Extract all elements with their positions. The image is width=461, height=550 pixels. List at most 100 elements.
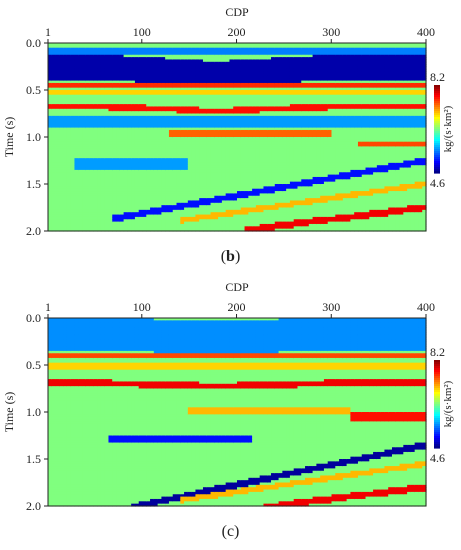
heatmap-cell [119, 71, 125, 75]
heatmap-cell [116, 106, 121, 110]
heatmap-cell [202, 82, 208, 86]
heatmap-cell [218, 120, 223, 124]
heatmap-cell [263, 146, 268, 150]
heatmap-cell [225, 184, 231, 187]
heatmap-cell [244, 169, 249, 173]
heatmap-cell [206, 122, 212, 126]
heatmap-cell [48, 200, 53, 204]
heatmap-cell [108, 226, 113, 230]
heatmap-cell [134, 122, 140, 126]
heatmap-cell [70, 198, 76, 202]
heatmap-cell [142, 207, 147, 211]
heatmap-cell [127, 226, 132, 230]
heatmap-cell [218, 99, 223, 103]
heatmap-cell [248, 193, 253, 197]
heatmap-cell [70, 209, 76, 213]
heatmap-cell [108, 214, 113, 218]
heatmap-cell [195, 162, 200, 166]
heatmap-cell [221, 104, 227, 108]
heatmap-cell [168, 113, 174, 117]
heatmap-cell [199, 125, 204, 129]
heatmap-cell [199, 120, 204, 124]
heatmap-cell [134, 113, 140, 117]
heatmap-cell [66, 47, 72, 51]
heatmap-cell [172, 129, 178, 133]
heatmap-cell [229, 221, 234, 225]
heatmap-cell [172, 118, 178, 122]
heatmap-cell [244, 186, 249, 190]
heatmap-cell [165, 87, 170, 91]
heatmap-cell [225, 61, 231, 65]
heatmap-cell [78, 219, 83, 223]
heatmap-cell [233, 151, 238, 155]
heatmap-cell [218, 226, 223, 230]
heatmap-cell [210, 219, 215, 223]
heatmap-cell [104, 90, 110, 93]
heatmap-cell [259, 151, 265, 155]
heatmap-cell [229, 57, 234, 61]
heatmap-cell [252, 43, 257, 46]
heatmap-cell [51, 85, 57, 89]
heatmap-cell [206, 115, 212, 119]
heatmap-cell [168, 82, 174, 86]
heatmap-cell [89, 54, 94, 58]
heatmap-cell [187, 71, 193, 75]
heatmap-cell [255, 115, 261, 119]
heatmap-cell [123, 186, 128, 190]
heatmap-cell [195, 191, 200, 194]
heatmap-cell [138, 155, 144, 159]
heatmap-cell [134, 153, 140, 157]
heatmap-cell [282, 52, 287, 56]
heatmap-cell [187, 162, 193, 166]
heatmap-cell [202, 216, 208, 220]
heatmap-cell [119, 54, 125, 58]
heatmap-cell [161, 162, 166, 166]
heatmap-cell [153, 174, 159, 178]
heatmap-cell [210, 141, 215, 145]
heatmap-cell [267, 43, 272, 46]
heatmap-cell [48, 186, 53, 190]
heatmap-cell [168, 139, 174, 143]
heatmap-cell [184, 214, 189, 218]
heatmap-cell [229, 153, 234, 157]
heatmap-cell [214, 127, 219, 131]
heatmap-cell [138, 160, 144, 164]
heatmap-cell [240, 223, 246, 227]
heatmap-cell [172, 141, 178, 145]
heatmap-cell [191, 71, 197, 75]
heatmap-cell [116, 75, 121, 79]
heatmap-cell [150, 228, 155, 232]
heatmap-cell [191, 85, 197, 89]
heatmap-cell [180, 80, 185, 84]
heatmap-cell [180, 179, 185, 183]
heatmap-cell [271, 129, 276, 133]
heatmap-cell [202, 57, 208, 61]
heatmap-cell [172, 200, 178, 204]
heatmap-cell [48, 174, 53, 178]
heatmap-cell [108, 127, 113, 131]
heatmap-cell [271, 214, 276, 218]
heatmap-cell [123, 226, 128, 230]
heatmap-cell [150, 122, 155, 126]
heatmap-cell [97, 209, 102, 213]
heatmap-cell [229, 155, 234, 159]
heatmap-cell [97, 174, 102, 178]
heatmap-cell [206, 144, 212, 147]
heatmap-cell [104, 127, 110, 131]
heatmap-cell [85, 167, 91, 171]
heatmap-cell [274, 212, 280, 216]
heatmap-cell [240, 127, 246, 131]
heatmap-cell [150, 200, 155, 204]
heatmap-cell [259, 68, 265, 72]
heatmap-cell [255, 52, 261, 56]
heatmap-cell [131, 165, 136, 169]
heatmap-cell [267, 134, 272, 138]
heatmap-cell [48, 221, 53, 225]
heatmap-cell [210, 172, 215, 176]
heatmap-cell [255, 97, 261, 100]
heatmap-cell [221, 61, 227, 65]
heatmap-cell [271, 132, 276, 136]
heatmap-cell [142, 174, 147, 178]
heatmap-cell [48, 151, 53, 155]
heatmap-cell [271, 174, 276, 178]
